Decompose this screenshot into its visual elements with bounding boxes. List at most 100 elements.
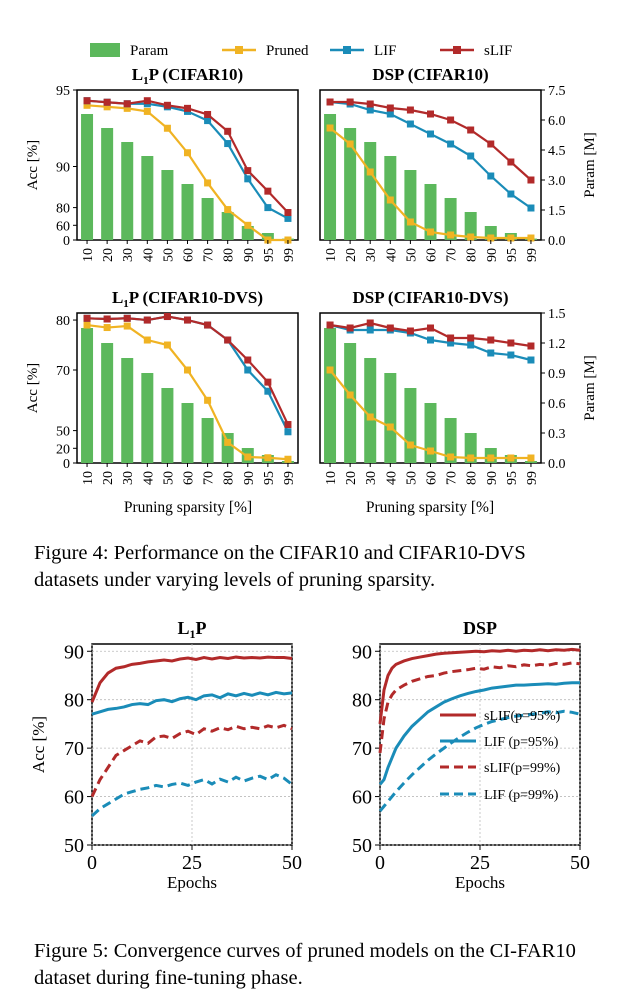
panel-1-slif-point xyxy=(83,97,91,105)
panel-4-xtick-label: 30 xyxy=(364,471,379,485)
panel-1-param-bar xyxy=(141,156,154,240)
panel-4-y2tick-label: 1.2 xyxy=(548,337,566,352)
panel-3-param-bar xyxy=(141,373,154,463)
panel-2-pruned-point xyxy=(527,234,535,242)
panel-2-y2label: Param [M] xyxy=(582,132,598,197)
panel-4-slif-point xyxy=(507,339,515,347)
panel-2-xtick-label: 95 xyxy=(505,248,520,262)
conv-panel-2-series-2 xyxy=(378,681,580,786)
panel-2-pruned-point xyxy=(346,140,354,148)
panel-2-param-bar xyxy=(404,170,417,240)
panel-4-xtick-label: 90 xyxy=(485,471,500,485)
figure5-caption: Figure 5: Convergence curves of pruned m… xyxy=(34,940,576,989)
conv-panel-1-series-3 xyxy=(90,723,293,798)
panel-3-title: L1P (CIFAR10-DVS) xyxy=(112,288,263,310)
conv-panel-2-xlabel: Epochs xyxy=(455,873,505,892)
panel-4-slif-point xyxy=(467,334,475,342)
conv-panel-1-series-1 xyxy=(90,655,293,703)
panel-1-slif-point xyxy=(184,104,191,112)
panel-1-param-bar xyxy=(101,128,114,240)
panel-2-title: DSP (CIFAR10) xyxy=(372,65,488,84)
panel-1-param-bar xyxy=(241,226,254,240)
panel-2-y2tick-label: 1.5 xyxy=(548,204,566,219)
panel-1-slif-point xyxy=(103,98,111,106)
panel-3-ylabel: Acc [%] xyxy=(25,363,41,413)
figure4-caption: Figure 4: Performance on the CIFAR10 and… xyxy=(34,542,526,591)
panel-2-xtick-label: 10 xyxy=(324,248,339,262)
panel-2-slif-point xyxy=(467,126,475,134)
panel-2-lif-point xyxy=(366,106,374,114)
legend-label-lif: LIF xyxy=(374,43,397,59)
panel-1-slif-point xyxy=(143,97,151,105)
panel-2-slif-point xyxy=(527,176,535,184)
panel-2-param-bar xyxy=(344,128,357,240)
panel-3-param-bar xyxy=(121,358,134,463)
panel-2-lif-point xyxy=(507,190,515,198)
panel-4-pruned-point xyxy=(487,454,495,462)
panel-3-slif-point xyxy=(184,316,191,324)
panel-3-pruned-point xyxy=(163,341,171,349)
panel-1-xtick-label: 30 xyxy=(121,248,136,262)
panel-4-xtick-label: 60 xyxy=(425,471,440,485)
panel-4-lif-point xyxy=(527,356,535,364)
panel-4-param-bar xyxy=(364,358,377,463)
panel-3-pruned-point xyxy=(244,453,252,461)
panel-1-xtick-label: 20 xyxy=(101,248,116,262)
panel-4-param-bar xyxy=(344,343,357,463)
conv-panel-1-xtick-label: 50 xyxy=(282,852,302,874)
panel-4-param-bar xyxy=(324,328,337,463)
panel-4-y2tick-label: 0.0 xyxy=(548,457,566,472)
panel-3-slif-point xyxy=(83,314,91,322)
panel-4-pruned-point xyxy=(366,413,374,421)
panel-1-slif-point xyxy=(163,101,171,109)
panel-2-lif-point xyxy=(487,172,495,180)
panel-1-slif-point xyxy=(123,100,131,108)
conv-legend-label-1: sLIF(p=95%) xyxy=(484,709,561,724)
panel-2-slif-point xyxy=(427,110,434,118)
panel-1-lif-point xyxy=(224,140,232,148)
panel-2-pruned-point xyxy=(447,231,455,239)
panel-1-slif-point xyxy=(264,187,272,195)
panel-2-xtick-label: 60 xyxy=(425,248,440,262)
panel-3-param-bar xyxy=(201,418,214,463)
panel-4-xtick-label: 40 xyxy=(384,471,399,485)
conv-panel-1-xtick-label: 0 xyxy=(87,852,97,874)
panel-1-ytick-label: 0 xyxy=(63,234,70,249)
panel-4-slif-point xyxy=(527,342,535,350)
panel-3-pruned-point xyxy=(143,336,151,344)
conv-panel-2-ytick-label: 60 xyxy=(352,787,372,809)
conv-panel-2-xtick-label: 50 xyxy=(570,852,590,874)
conv-legend-label-3: sLIF(p=99%) xyxy=(484,761,561,776)
panel-1-pruned-point xyxy=(123,104,131,112)
panel-3-xtick-label: 50 xyxy=(161,471,176,485)
panel-2-lif-point xyxy=(427,130,434,138)
panel-1-lif-point xyxy=(204,117,212,125)
panel-4-param-bar xyxy=(404,388,417,463)
panel-1-pruned-point xyxy=(224,206,232,214)
panel-1-xtick-label: 90 xyxy=(242,248,257,262)
panel-3-pruned-point xyxy=(83,321,91,329)
panel-3-param-bar xyxy=(101,343,114,463)
panel-1-lif-point xyxy=(264,204,272,212)
panel-2-slif-point xyxy=(406,106,414,114)
panel-1-xtick-label: 70 xyxy=(202,248,217,262)
legend-marker-lif xyxy=(343,46,351,54)
panel-3-lif-point xyxy=(264,387,272,395)
panel-2-y2tick-label: 0.0 xyxy=(548,234,566,249)
conv-panel-1-xlabel: Epochs xyxy=(167,873,217,892)
panel-1-xtick-label: 10 xyxy=(81,248,96,262)
conv-panel-1-xtick-label: 25 xyxy=(182,852,202,874)
panel-3-xtick-label: 90 xyxy=(242,471,257,485)
panel-3-pruned-point xyxy=(204,396,212,404)
panel-2-slif-point xyxy=(386,104,394,112)
legend-label-pruned: Pruned xyxy=(266,43,309,59)
panel-2-y2tick-label: 7.5 xyxy=(548,84,566,99)
panel-3-param-bar xyxy=(81,328,94,463)
conv-panel-2-title: DSP xyxy=(463,618,497,638)
panel-3-pruned-point xyxy=(284,455,292,463)
figure4-xlabel-left: Pruning sparsity [%] xyxy=(124,499,252,516)
panel-2-pruned-point xyxy=(427,228,434,236)
panel-3-slif-point xyxy=(224,336,232,344)
